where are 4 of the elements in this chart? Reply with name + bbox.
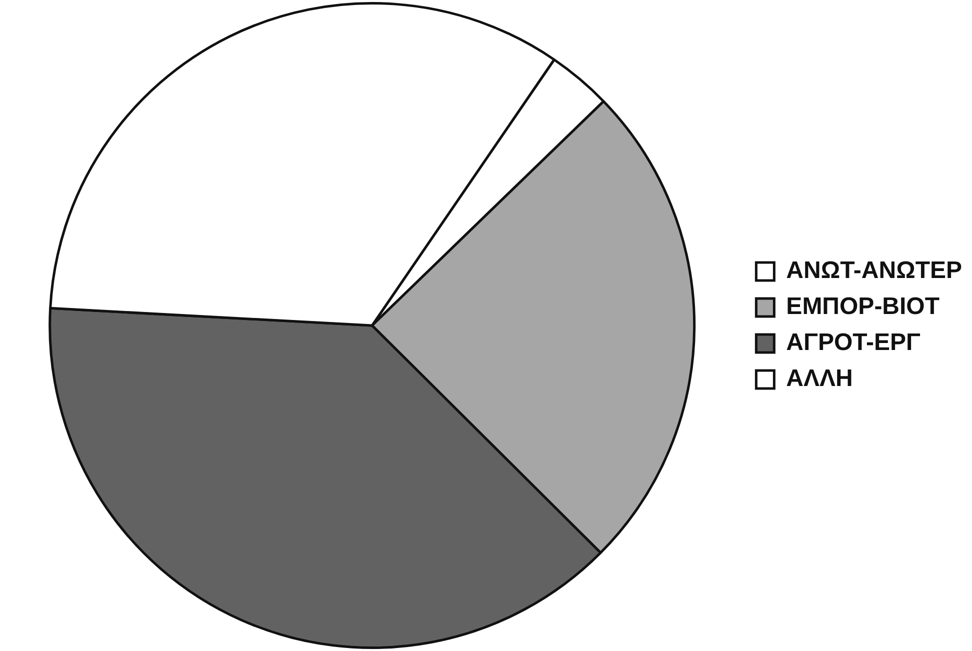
legend-label: ΕΜΠΟΡ-ΒΙΟΤ [786, 293, 940, 320]
legend-label: ΑΛΛΗ [786, 365, 853, 392]
legend-label: ΑΝΩΤ-ΑΝΩΤΕΡ [786, 257, 962, 284]
legend-label: ΑΓΡΟΤ-ΕΡΓ [786, 329, 921, 356]
